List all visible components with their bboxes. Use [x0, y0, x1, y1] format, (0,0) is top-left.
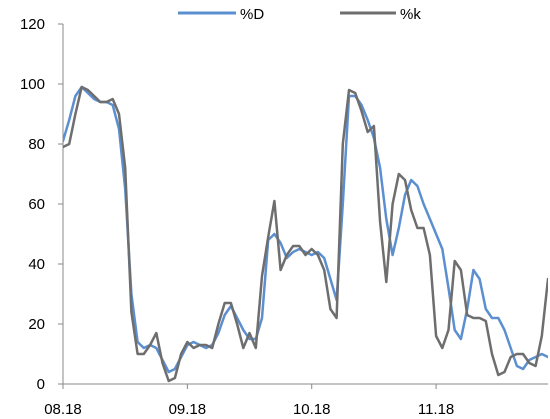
y-tick-label: 40 — [28, 256, 45, 273]
x-tick-label: 10.18 — [293, 401, 331, 418]
series-line-pctD — [63, 85, 548, 374]
y-tick-label: 100 — [20, 76, 45, 93]
legend-label-pctD: %D — [240, 6, 264, 23]
series-lines — [63, 85, 548, 383]
y-tick-label: 60 — [28, 196, 45, 213]
tick-labels: 0 20 40 60 80 100 120 08.18 09.18 10.18 11.18 — [20, 16, 454, 418]
y-tick-label: 0 — [37, 376, 45, 393]
legend-label-pctK: %k — [400, 6, 421, 23]
x-tick-label: 11.18 — [418, 401, 454, 418]
series-line-pctK — [63, 85, 548, 383]
y-tick-label: 20 — [28, 316, 45, 333]
y-tick-label: 120 — [20, 16, 45, 33]
y-tick-label: 80 — [28, 136, 45, 153]
axes — [58, 23, 548, 389]
x-tick-label: 09.18 — [169, 401, 207, 418]
legend: %D %k — [178, 6, 421, 23]
x-tick-label: 08.18 — [44, 401, 82, 418]
